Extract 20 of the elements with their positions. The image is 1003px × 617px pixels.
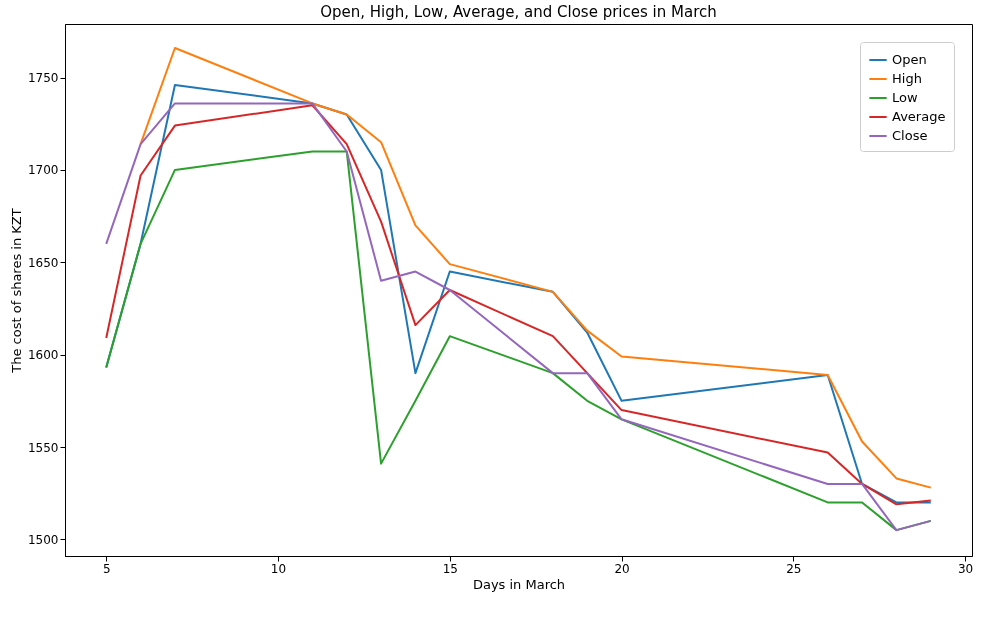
chart-title: Open, High, Low, Average, and Close prices in March (320, 3, 717, 21)
x-tick-label: 20 (614, 561, 630, 576)
x-tick-label: 15 (442, 561, 458, 576)
legend-label: Low (892, 90, 918, 105)
legend-label: Open (892, 52, 927, 67)
y-axis-title: The cost of shares in KZT (8, 208, 24, 374)
x-tick-label: 10 (270, 561, 287, 576)
y-tick-label: 1650 (27, 255, 59, 270)
x-tick-label: 5 (102, 561, 111, 576)
y-tick-label: 1500 (27, 532, 59, 547)
y-tick-label: 1750 (27, 71, 59, 86)
y-tick-label: 1550 (27, 440, 59, 455)
legend-label: Close (892, 128, 928, 143)
y-tick-label: 1700 (27, 163, 59, 178)
x-axis-title: Days in March (472, 576, 566, 592)
legend-label: High (892, 71, 922, 86)
legend-label: Average (892, 109, 946, 124)
x-tick-label: 30 (957, 561, 974, 576)
x-tick-label: 25 (786, 561, 802, 576)
y-tick-label: 1600 (27, 348, 59, 363)
